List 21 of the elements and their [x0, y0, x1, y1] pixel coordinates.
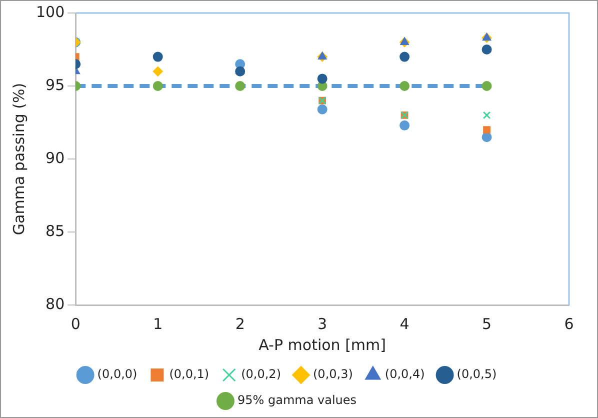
legend-label: 95% gamma values — [237, 393, 357, 408]
x-tick-label: 4 — [400, 314, 410, 333]
legend-label: (0,0,5) — [456, 367, 497, 382]
y-tick-label: 85 — [46, 222, 65, 240]
y-axis-title: Gamma passing (%) — [10, 82, 28, 236]
y-tick-label: 100 — [36, 2, 65, 21]
x-axis-title: A-P motion [mm] — [258, 336, 386, 354]
legend-label: (0,0,4) — [384, 367, 425, 382]
legend-label: (0,0,2) — [241, 367, 282, 382]
y-tick-label: 95 — [46, 76, 65, 94]
x-tick-label: 5 — [482, 314, 492, 333]
x-tick-label: 3 — [318, 314, 328, 333]
x-tick-label: 2 — [235, 314, 245, 333]
legend-label: (0,0,3) — [313, 367, 353, 382]
x-tick-label: 6 — [564, 314, 574, 333]
x-tick-label: 0 — [70, 314, 80, 333]
legend-label: (0,0,0) — [97, 367, 138, 382]
legend-label: (0,0,1) — [169, 367, 210, 382]
y-tick-label: 80 — [46, 294, 65, 313]
x-tick-label: 1 — [153, 314, 163, 333]
y-tick-label: 90 — [46, 148, 65, 167]
